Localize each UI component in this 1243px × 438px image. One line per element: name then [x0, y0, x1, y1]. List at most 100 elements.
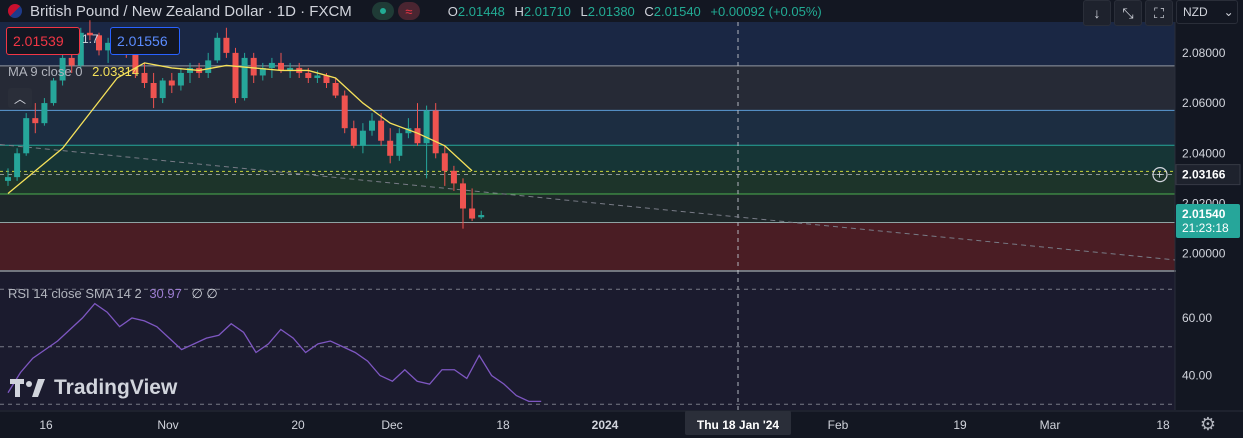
market-status[interactable]: ≈: [371, 2, 420, 20]
candle[interactable]: [460, 178, 466, 229]
candle[interactable]: [432, 103, 439, 159]
candle[interactable]: [450, 165, 457, 191]
candle-body: [14, 153, 21, 178]
candle[interactable]: [150, 72, 157, 109]
gear-icon: ⚙: [1199, 413, 1217, 434]
candle[interactable]: [214, 32, 221, 63]
spread-value: 1.7: [82, 32, 99, 46]
maximize-icon: ⛶: [1154, 4, 1164, 21]
candle-body: [223, 37, 230, 53]
candle[interactable]: [86, 20, 93, 41]
candle[interactable]: [332, 77, 339, 99]
collapse-pane-button[interactable]: ⤡: [1114, 0, 1142, 26]
time-tick-label: Feb: [828, 418, 849, 432]
time-tick-label: 18: [496, 418, 510, 432]
candle[interactable]: [32, 103, 39, 134]
candle-body: [241, 57, 248, 99]
candle[interactable]: [232, 47, 239, 104]
maximize-pane-button[interactable]: ⛶: [1145, 0, 1173, 26]
chevron-down-icon: ⌄: [1223, 5, 1234, 19]
zone-band: [0, 110, 1175, 146]
candle[interactable]: [259, 62, 266, 81]
candle[interactable]: [396, 128, 403, 161]
candle[interactable]: [187, 62, 193, 83]
rsi-tick-label: 60.00: [1182, 311, 1212, 325]
symbol-title[interactable]: British Pound / New Zealand Dollar · 1D …: [30, 2, 352, 20]
crosshair-date-box: [685, 411, 791, 435]
candle[interactable]: [241, 52, 248, 101]
candle-body: [460, 183, 466, 209]
candle-body: [314, 75, 321, 78]
buy-button[interactable]: 2.01556: [110, 27, 180, 55]
ma-legend[interactable]: MA 9 close 0 2.03314: [8, 64, 139, 79]
candle[interactable]: [478, 210, 485, 220]
candle[interactable]: [387, 128, 394, 164]
candle-body: [159, 80, 166, 99]
rsi-label: RSI 14 close SMA 14 2: [8, 286, 142, 301]
price-tick-label: 2.08000: [1182, 46, 1226, 60]
candle[interactable]: [423, 105, 430, 179]
candle-body: [378, 120, 385, 141]
rsi-value: 30.97: [149, 286, 182, 301]
candle-body: [332, 82, 339, 96]
candle[interactable]: [5, 168, 11, 186]
candle[interactable]: [378, 113, 385, 146]
candle[interactable]: [59, 52, 66, 86]
candle[interactable]: [105, 37, 112, 63]
candle[interactable]: [159, 77, 166, 104]
plus-circle-icon[interactable]: [1152, 167, 1168, 183]
candle-body: [341, 95, 348, 129]
zone-band: [0, 145, 1175, 172]
candle-body: [5, 177, 11, 181]
candle-body: [177, 72, 184, 86]
chevron-up-icon: ︿: [13, 91, 26, 106]
candle[interactable]: [405, 118, 412, 139]
candle[interactable]: [341, 90, 348, 134]
candle[interactable]: [177, 67, 184, 91]
candle[interactable]: [278, 52, 284, 73]
crosshair-price-box: [1175, 164, 1241, 186]
candle[interactable]: [205, 52, 212, 78]
wave-icon: ≈: [397, 2, 420, 20]
candle[interactable]: [223, 27, 230, 58]
ma-label: MA 9 close 0: [8, 64, 83, 79]
candle[interactable]: [441, 145, 448, 186]
candle[interactable]: [369, 113, 375, 136]
ma-value: 2.03314: [92, 64, 140, 79]
candle[interactable]: [96, 32, 102, 56]
currency-selector[interactable]: NZD ⌄: [1176, 0, 1238, 24]
candle[interactable]: [350, 120, 357, 149]
candle[interactable]: [359, 123, 366, 154]
arrow-down-button[interactable]: ↓: [1083, 0, 1111, 26]
candle[interactable]: [23, 113, 30, 156]
time-tick-label: Nov: [157, 418, 178, 432]
candle[interactable]: [469, 188, 476, 222]
time-axis-bg: [0, 411, 1243, 438]
settings-button[interactable]: ⚙: [1196, 412, 1220, 436]
rsi-legend[interactable]: RSI 14 close SMA 14 2 30.97 ∅ ∅: [8, 286, 218, 302]
candle-body: [450, 170, 457, 184]
candle[interactable]: [77, 27, 84, 68]
candle[interactable]: [168, 72, 175, 94]
candle[interactable]: [50, 77, 57, 106]
candle-body: [205, 60, 212, 73]
sell-button[interactable]: 2.01539: [6, 27, 80, 55]
trend-line[interactable]: [0, 143, 1176, 261]
candle[interactable]: [14, 148, 21, 181]
tradingview-logo: TradingView: [10, 376, 177, 400]
candle-body: [287, 67, 294, 71]
candle[interactable]: [414, 103, 421, 146]
candle[interactable]: [141, 62, 148, 89]
candle-body: [23, 118, 30, 154]
collapse-legend-button[interactable]: ︿: [8, 88, 32, 108]
ma-line[interactable]: [7, 62, 473, 194]
symbol-header[interactable]: British Pound / New Zealand Dollar · 1D …: [0, 0, 822, 22]
candle-body: [278, 62, 284, 71]
candle[interactable]: [268, 57, 275, 78]
candle[interactable]: [41, 98, 48, 126]
countdown-label: 21:23:18: [1182, 221, 1229, 235]
rsi-pane-bg: [0, 272, 1175, 410]
rsi-line[interactable]: [7, 302, 542, 403]
candle-body: [478, 215, 485, 218]
